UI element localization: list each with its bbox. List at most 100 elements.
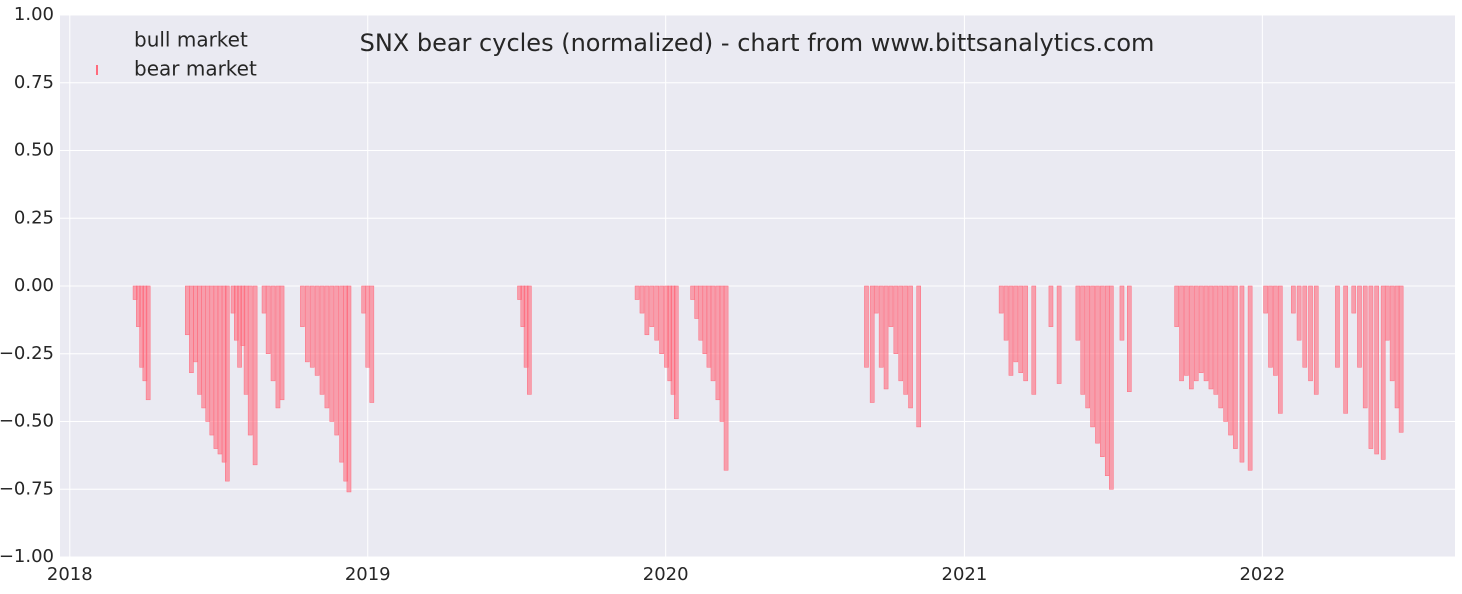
bar: [1268, 285, 1273, 368]
bar: [1013, 285, 1019, 363]
bar: [324, 285, 330, 409]
bar: [1239, 285, 1245, 463]
x-tick-label: 2020: [643, 564, 689, 585]
bar: [1380, 285, 1386, 460]
bar: [1003, 285, 1009, 341]
x-tick-label: 2022: [1239, 564, 1285, 585]
bar: [1384, 285, 1390, 341]
bar: [1398, 285, 1404, 433]
bar: [1308, 285, 1313, 382]
bar: [1218, 285, 1224, 409]
bar: [719, 285, 725, 422]
bar: [873, 285, 879, 314]
bar: [1018, 285, 1024, 373]
bar: [1075, 285, 1081, 341]
bar: [279, 285, 285, 401]
bar: [723, 285, 729, 471]
bar: [715, 285, 721, 401]
bar: [1208, 285, 1214, 390]
bar: [1179, 285, 1184, 382]
legend-label: bull market: [134, 28, 248, 52]
bar: [644, 285, 650, 336]
bar: [1031, 285, 1037, 395]
bar: [1127, 285, 1132, 392]
bar: [898, 285, 904, 382]
bar: [698, 285, 704, 341]
x-tick-label: 2021: [942, 564, 988, 585]
bar: [1008, 285, 1014, 376]
bar: [883, 285, 889, 390]
bar: [1343, 285, 1348, 414]
bar: [1213, 285, 1219, 395]
bar: [1296, 285, 1302, 341]
bar: [1273, 285, 1278, 376]
bar: [1184, 285, 1189, 376]
bar: [1056, 285, 1062, 384]
bar: [209, 285, 215, 436]
bar: [201, 285, 206, 409]
bar: [1233, 285, 1238, 449]
bar: [998, 285, 1004, 314]
bar: [270, 285, 276, 382]
bar: [213, 285, 219, 449]
bar: [639, 285, 645, 314]
bar: [1368, 285, 1374, 449]
bar: [185, 285, 190, 336]
x-tick-label: 2018: [47, 564, 93, 585]
bar: [197, 285, 202, 395]
bar: [1335, 285, 1340, 368]
bar: [1189, 285, 1194, 390]
bar: [690, 285, 695, 300]
bar: [305, 285, 310, 363]
bar: [869, 285, 875, 403]
bar: [1198, 285, 1204, 373]
bar: [339, 285, 344, 463]
bar: [659, 285, 664, 354]
bar: [217, 285, 223, 455]
bar: [634, 285, 640, 300]
bar: [1302, 285, 1308, 368]
bar: [314, 285, 320, 376]
bar: [1193, 285, 1199, 382]
bar: [878, 285, 884, 368]
bar: [527, 285, 532, 395]
bar: [1100, 285, 1105, 457]
bar: [225, 285, 230, 482]
bar: [1263, 285, 1268, 314]
x-tick-label: 2019: [345, 564, 391, 585]
bar: [1389, 285, 1395, 382]
bar: [361, 285, 366, 314]
bar: [1374, 285, 1379, 455]
bar: [694, 285, 699, 319]
bar: [1119, 285, 1125, 341]
bar: [1095, 285, 1100, 444]
bar: [334, 285, 340, 436]
y-tick-label: 0.00: [14, 275, 54, 296]
chart-title: SNX bear cycles (normalized) - chart fro…: [360, 29, 1155, 57]
bar: [888, 285, 894, 327]
bar: [1228, 285, 1233, 436]
bar: [1174, 285, 1179, 327]
bar: [1085, 285, 1090, 409]
bar: [369, 285, 375, 403]
bar: [1247, 285, 1253, 471]
bar: [1223, 285, 1228, 422]
bar: [365, 285, 371, 368]
bar: [1080, 285, 1086, 395]
bar: [329, 285, 335, 422]
bar: [1351, 285, 1357, 314]
bar: [673, 285, 679, 420]
y-tick-label: −0.25: [0, 343, 54, 364]
bar: [247, 285, 253, 436]
bar: [1048, 285, 1054, 327]
bar: [243, 285, 249, 395]
y-tick-label: −0.75: [0, 478, 54, 499]
bar: [1023, 285, 1028, 382]
bar: [1394, 285, 1400, 409]
bar: [265, 285, 271, 354]
bar: [252, 285, 258, 466]
bar: [319, 285, 325, 395]
bar: [649, 285, 655, 327]
bar: [261, 285, 267, 314]
